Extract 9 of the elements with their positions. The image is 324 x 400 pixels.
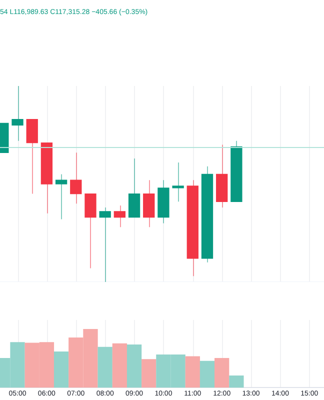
bar: [200, 360, 215, 388]
bar: [54, 352, 69, 388]
bar: [112, 343, 128, 388]
bar: [98, 346, 112, 388]
bar: [142, 359, 156, 388]
bar: [126, 344, 142, 388]
bar: [214, 358, 230, 388]
bar: [185, 356, 200, 388]
bar: [229, 376, 244, 388]
